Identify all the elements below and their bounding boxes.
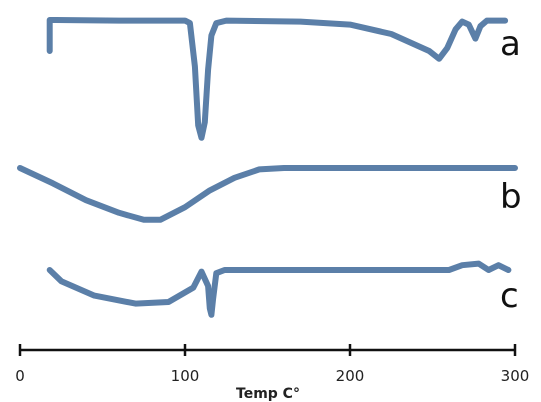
trace-b [17, 165, 518, 223]
x-tick-label-200: 200 [336, 367, 365, 385]
x-tick-label-0: 0 [15, 367, 25, 385]
trace-labels-group: a b c [500, 24, 522, 316]
x-axis-title: Temp C° [236, 386, 300, 402]
x-tick-label-100: 100 [171, 367, 200, 385]
x-axis-ticks: 0 100 200 300 [15, 344, 529, 385]
x-tick-label-300: 300 [501, 367, 530, 385]
trace-label-c: c [500, 276, 519, 316]
trace-a [46, 17, 509, 141]
trace-c [46, 260, 512, 318]
trace-label-b: b [500, 177, 522, 217]
trace-label-a: a [500, 24, 521, 64]
traces-group [17, 17, 518, 318]
